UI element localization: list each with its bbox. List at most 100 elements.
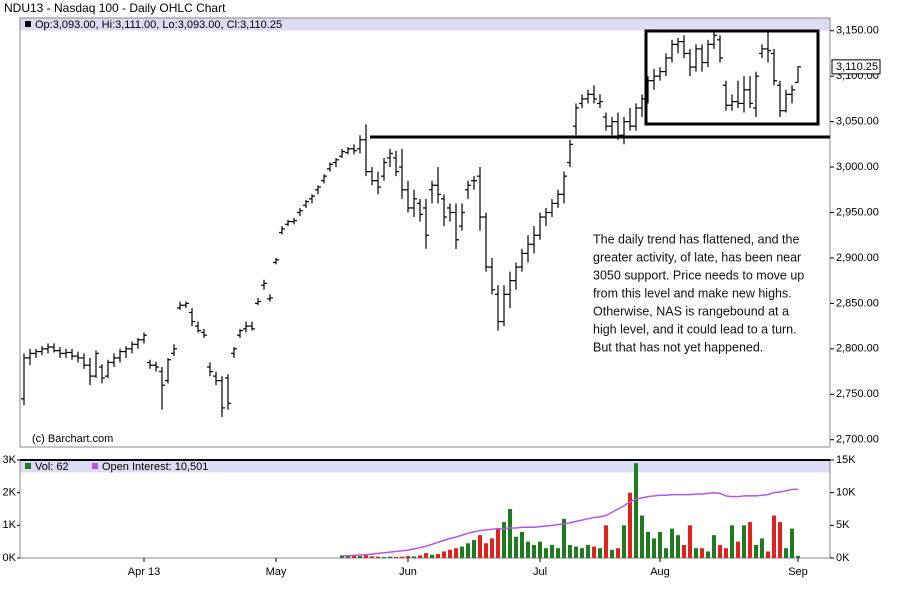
- volume-legend: Vol: 62: [35, 461, 69, 473]
- annotation-line: 3050 support. Price needs to move up: [593, 268, 804, 282]
- y-tick-label: 3,050.00: [836, 116, 879, 128]
- volume-bar: [370, 556, 374, 558]
- volume-bar: [526, 541, 530, 558]
- volume-bar: [544, 548, 548, 558]
- annotation-line: from this level and make new highs.: [593, 286, 792, 300]
- price-panel: [19, 17, 831, 448]
- volume-bar: [790, 528, 794, 558]
- volume-bar: [772, 515, 776, 558]
- volume-bar: [358, 556, 362, 558]
- volume-bar: [616, 548, 620, 558]
- volume-bar: [406, 556, 410, 558]
- y-tick-label: 3K: [3, 454, 17, 466]
- volume-bar: [514, 536, 518, 558]
- volume-bar: [652, 538, 656, 558]
- volume-bar: [520, 531, 524, 558]
- volume-bar: [388, 556, 392, 558]
- legend-swatch: [92, 463, 98, 469]
- y-tick-label: 2,950.00: [836, 206, 879, 218]
- volume-bar: [340, 555, 344, 558]
- volume-bar: [640, 515, 644, 558]
- y-tick-label: 2,750.00: [836, 388, 879, 400]
- volume-bar: [700, 548, 704, 558]
- volume-bar: [442, 551, 446, 558]
- volume-bar: [724, 548, 728, 558]
- volume-bar: [712, 535, 716, 558]
- annotation-line: greater activity, of late, has been near: [593, 250, 801, 264]
- volume-bar: [730, 525, 734, 558]
- volume-bar: [574, 546, 578, 558]
- x-tick-label: Jun: [399, 566, 417, 578]
- volume-bar: [478, 535, 482, 558]
- x-tick-label: Aug: [650, 566, 670, 578]
- annotation-line: high level, and it could lead to a turn.: [593, 322, 797, 336]
- volume-bar: [646, 531, 650, 558]
- volume-bar: [778, 522, 782, 558]
- y-tick-label: 2,900.00: [836, 252, 879, 264]
- volume-bar: [628, 492, 632, 558]
- volume-legend-strip: [20, 460, 830, 473]
- y-tick-label: 3,150.00: [836, 25, 879, 37]
- volume-bar: [694, 548, 698, 558]
- volume-bar: [424, 553, 428, 558]
- volume-bar: [610, 549, 614, 558]
- volume-panel: [19, 459, 831, 559]
- volume-bar: [490, 538, 494, 558]
- volume-bar: [634, 463, 638, 558]
- legend-swatch: [25, 21, 31, 27]
- volume-bar: [412, 556, 416, 558]
- x-tick-label: May: [266, 566, 287, 578]
- volume-bar: [580, 548, 584, 558]
- chart-title: NDU13 - Nasdaq 100 - Daily OHLC Chart: [4, 1, 226, 15]
- volume-bar: [658, 531, 662, 558]
- volume-bar: [550, 544, 554, 558]
- legend-swatch: [25, 463, 31, 469]
- y-tick-label: 2,800.00: [836, 343, 879, 355]
- x-tick-label: Sep: [788, 566, 808, 578]
- volume-bar: [448, 549, 452, 558]
- y2-tick-label: 5K: [836, 519, 850, 531]
- volume-bar: [784, 548, 788, 558]
- volume-bar: [484, 543, 488, 558]
- volume-bar: [532, 544, 536, 558]
- volume-bar: [682, 544, 686, 558]
- volume-bar: [454, 548, 458, 558]
- y-tick-label: 2,700.00: [836, 434, 879, 446]
- volume-bar: [502, 522, 506, 558]
- y2-tick-label: 10K: [836, 487, 856, 499]
- range-box: [644, 29, 820, 126]
- volume-bar: [418, 555, 422, 558]
- volume-bar: [436, 554, 440, 558]
- ohlc-legend: Op:3,093.00, Hi:3,111.00, Lo:3,093.00, C…: [35, 19, 282, 31]
- volume-bar: [676, 535, 680, 558]
- volume-bar: [352, 555, 356, 558]
- annotation-line: But that has not yet happened.: [593, 340, 763, 354]
- volume-bar: [556, 548, 560, 558]
- volume-bar: [586, 544, 590, 558]
- y-tick-label: 1K: [3, 519, 17, 531]
- volume-bar: [718, 544, 722, 558]
- volume-bar: [460, 546, 464, 558]
- volume-bar: [622, 525, 626, 558]
- volume-bar: [760, 538, 764, 558]
- volume-bar: [598, 548, 602, 558]
- volume-bar: [508, 509, 512, 558]
- volume-bar: [400, 556, 404, 558]
- volume-bar: [688, 525, 692, 558]
- volume-bar: [466, 543, 470, 558]
- volume-bar: [382, 557, 386, 558]
- y2-tick-label: 0K: [836, 552, 850, 564]
- x-tick-label: Apr 13: [128, 566, 160, 578]
- y-tick-label: 2,850.00: [836, 297, 879, 309]
- last-price-box: [831, 59, 881, 75]
- volume-bar: [592, 546, 596, 558]
- volume-bar: [664, 548, 668, 558]
- volume-bar: [754, 544, 758, 558]
- volume-bar: [496, 528, 500, 558]
- volume-bar: [766, 551, 770, 558]
- volume-bar: [670, 528, 674, 558]
- x-tick-label: Jul: [533, 566, 547, 578]
- volume-bar: [796, 555, 800, 558]
- y-tick-label: 0K: [3, 552, 17, 564]
